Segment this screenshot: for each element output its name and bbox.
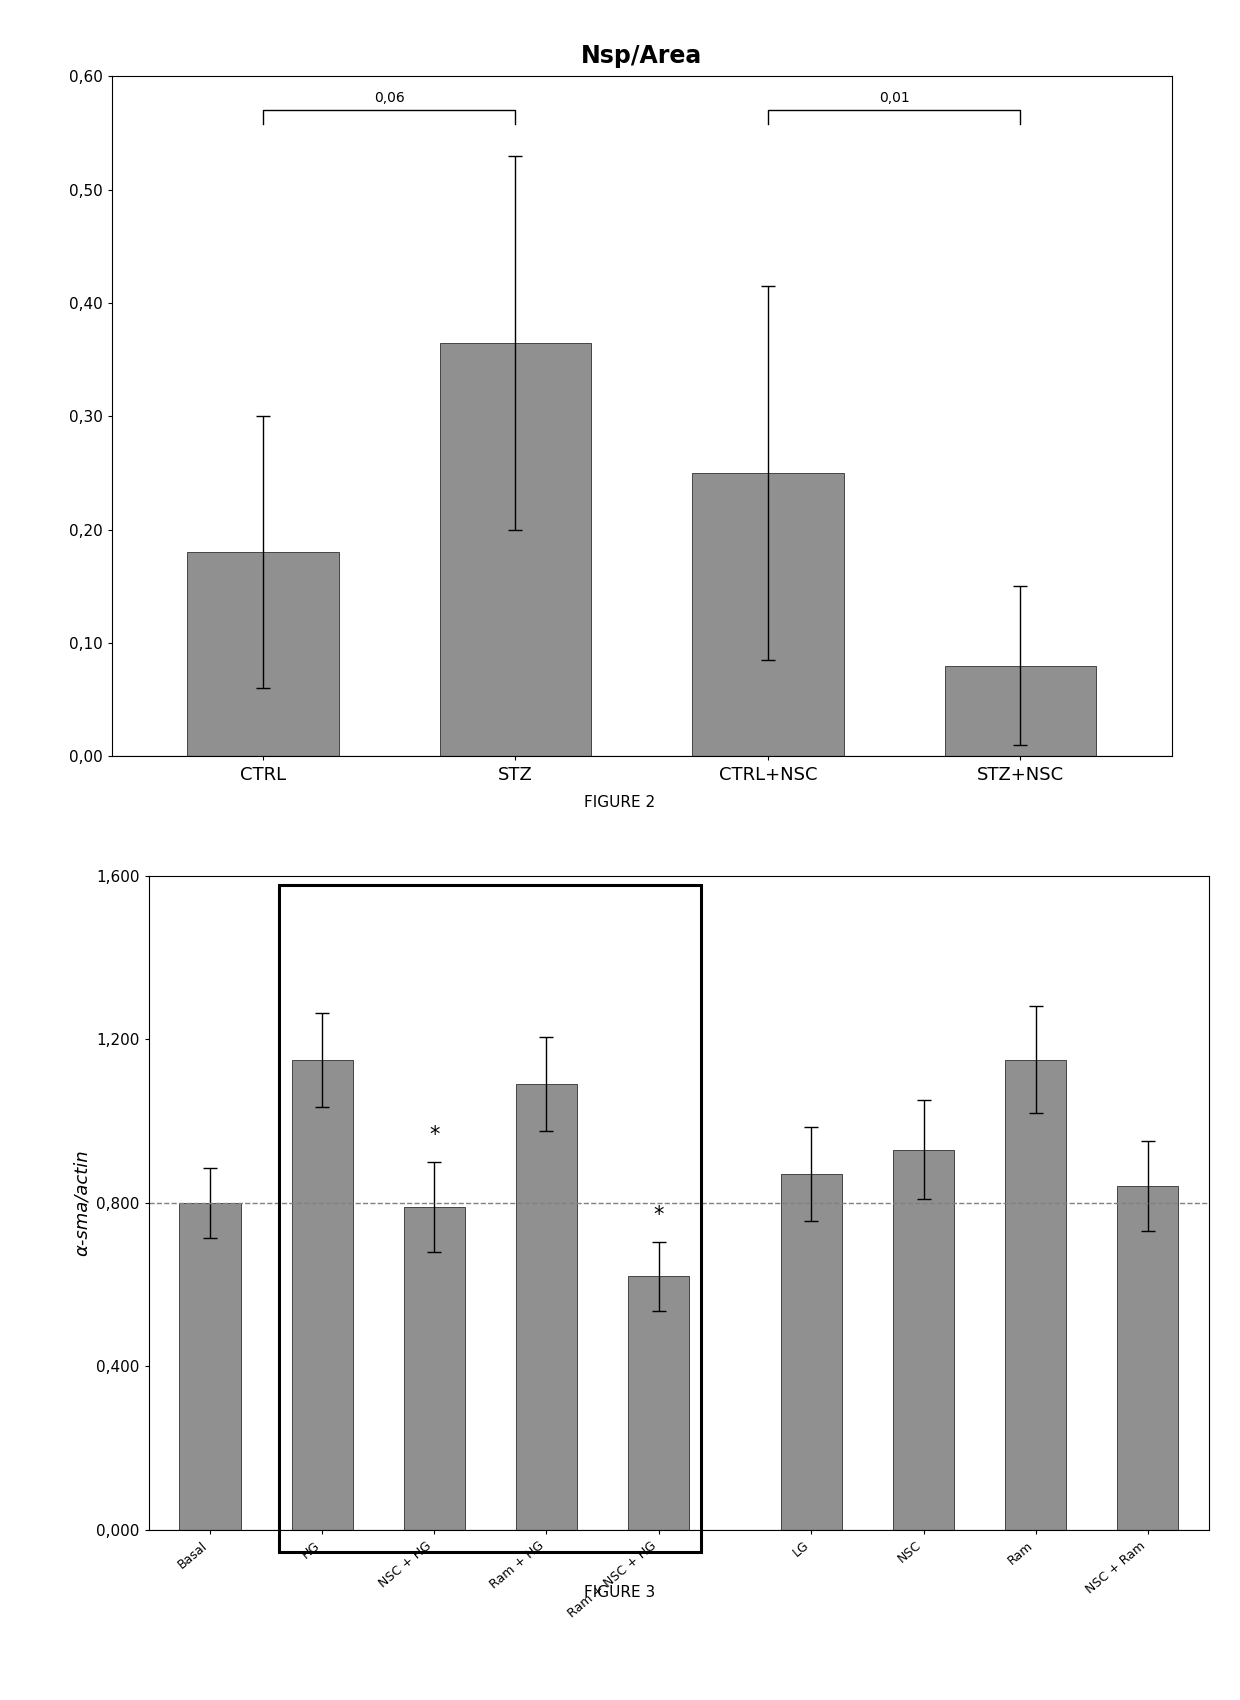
Text: FIGURE 2: FIGURE 2 bbox=[584, 796, 656, 809]
Bar bbox=[781, 1175, 842, 1530]
Bar bbox=[1006, 1059, 1066, 1530]
Bar bbox=[516, 1085, 577, 1530]
Bar bbox=[291, 1059, 352, 1530]
Bar bbox=[692, 473, 843, 756]
Bar bbox=[187, 552, 339, 756]
Text: 0,01: 0,01 bbox=[879, 90, 909, 105]
Y-axis label: α-sma/actin: α-sma/actin bbox=[73, 1149, 91, 1256]
Text: FIGURE 3: FIGURE 3 bbox=[584, 1586, 656, 1600]
Text: 0,06: 0,06 bbox=[374, 90, 404, 105]
Bar bbox=[180, 1204, 241, 1530]
Bar bbox=[279, 886, 702, 1552]
Bar bbox=[440, 343, 591, 756]
Bar bbox=[893, 1149, 954, 1530]
Bar bbox=[627, 1277, 689, 1530]
Bar bbox=[404, 1207, 465, 1530]
Bar bbox=[945, 666, 1096, 756]
Bar bbox=[1117, 1187, 1178, 1530]
Text: *: * bbox=[653, 1205, 663, 1226]
Title: Nsp/Area: Nsp/Area bbox=[582, 44, 702, 68]
Text: *: * bbox=[429, 1125, 439, 1146]
